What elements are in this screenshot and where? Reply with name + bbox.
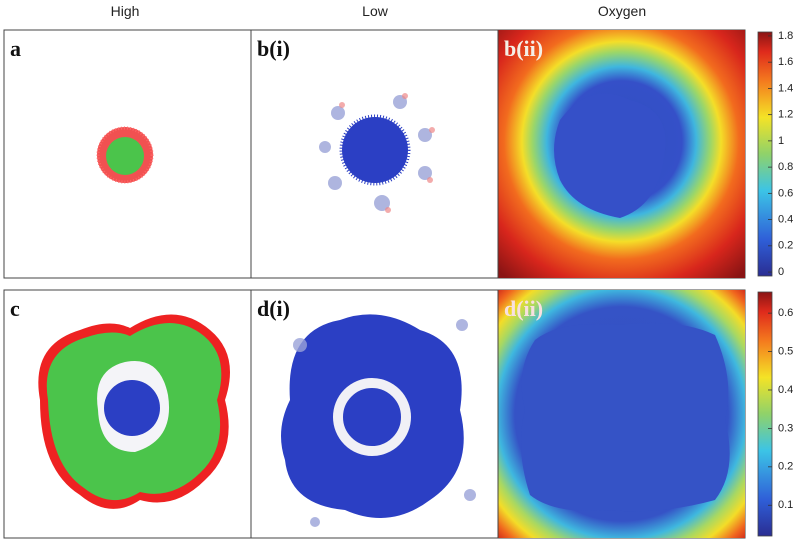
tick-label: 0.2 [778,461,793,473]
tick-label: 0.3 [778,422,793,434]
panel-label: d(i) [257,296,290,321]
panel-a-image [96,126,154,184]
tick-label: 0.5 [778,345,793,357]
tick-label: 0.4 [778,213,793,225]
tick-label: 0.1 [778,499,793,511]
panel-label: d(ii) [504,296,543,321]
colorbar [757,31,773,277]
panel-b-ii-image [498,30,745,278]
tick-label: 0 [778,266,784,278]
panel-c-image [38,314,231,509]
tick-label: 1 [778,135,784,147]
column-header: Oxygen [598,3,646,19]
panel-d-i-image [281,314,476,527]
tick-label: 0.6 [778,307,793,319]
column-header: Low [362,3,389,19]
tick-label: 1.4 [778,82,793,94]
panel-d-ii-image [498,290,745,538]
tick-label: 0.6 [778,187,793,199]
tick-label: 1.6 [778,56,793,68]
tick-label: 1.2 [778,109,793,121]
column-header: High [111,3,140,19]
panel-label: b(ii) [504,36,543,61]
tick-label: 1.8 [778,30,793,42]
colorbar [757,291,773,537]
tick-label: 0.8 [778,161,793,173]
tick-label: 0.4 [778,384,793,396]
panel-label: c [10,296,20,321]
panel-b-i-image [319,93,435,213]
panel-label: a [10,36,21,61]
panel-label: b(i) [257,36,290,61]
tick-label: 0.2 [778,240,793,252]
